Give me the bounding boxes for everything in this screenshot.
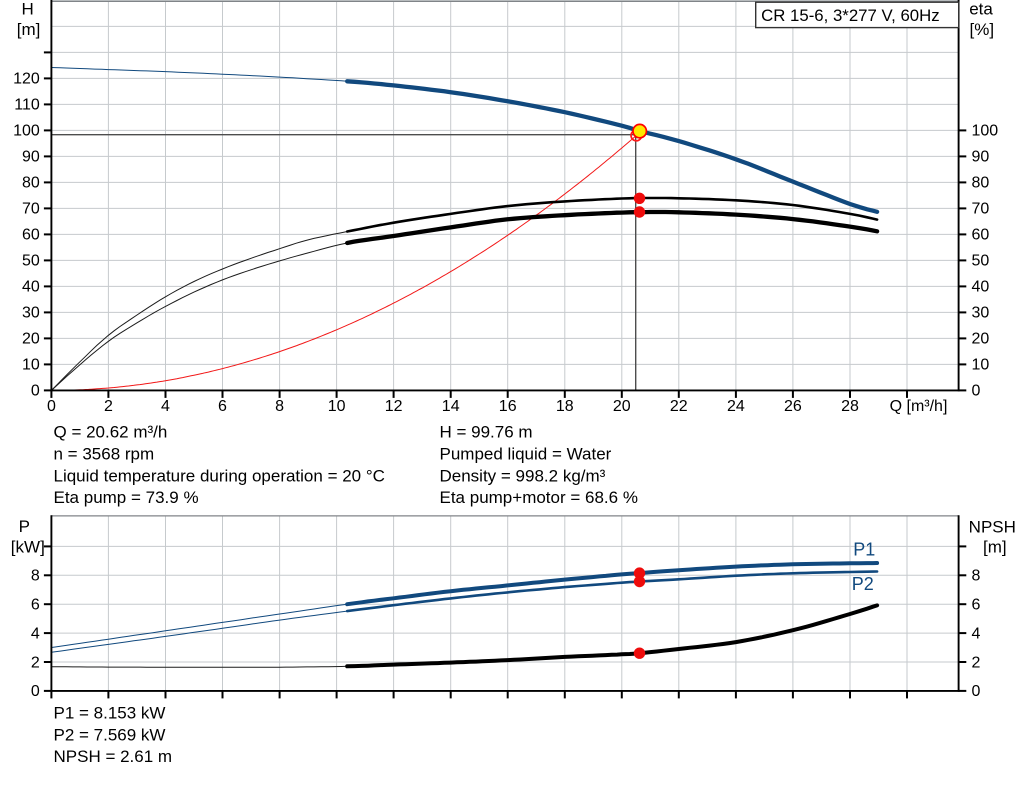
- svg-text:4: 4: [31, 625, 40, 642]
- svg-text:0: 0: [31, 683, 40, 700]
- svg-text:Q = 20.62 m³/h: Q = 20.62 m³/h: [54, 423, 168, 442]
- svg-text:10: 10: [972, 357, 990, 374]
- svg-text:0: 0: [31, 383, 40, 400]
- svg-text:NPSH = 2.61 m: NPSH = 2.61 m: [54, 747, 173, 766]
- svg-text:[%]: [%]: [970, 20, 995, 39]
- svg-text:[m]: [m]: [983, 537, 1007, 556]
- svg-text:20: 20: [972, 331, 990, 348]
- svg-text:12: 12: [385, 398, 403, 415]
- svg-text:30: 30: [972, 305, 990, 322]
- svg-text:16: 16: [499, 398, 517, 415]
- svg-text:4: 4: [161, 398, 170, 415]
- svg-text:8: 8: [972, 568, 981, 585]
- svg-text:14: 14: [442, 398, 460, 415]
- svg-text:40: 40: [22, 279, 40, 296]
- svg-text:P2 = 7.569 kW: P2 = 7.569 kW: [54, 725, 166, 744]
- svg-text:100: 100: [972, 123, 999, 140]
- svg-text:Eta pump+motor = 68.6 %: Eta pump+motor = 68.6 %: [440, 488, 638, 507]
- svg-text:100: 100: [13, 123, 40, 140]
- svg-text:24: 24: [727, 398, 745, 415]
- svg-text:2: 2: [104, 398, 113, 415]
- svg-text:80: 80: [972, 175, 990, 192]
- svg-text:P: P: [19, 517, 30, 536]
- svg-text:2: 2: [972, 654, 981, 671]
- svg-text:60: 60: [22, 227, 40, 244]
- svg-text:20: 20: [613, 398, 631, 415]
- svg-text:6: 6: [218, 398, 227, 415]
- svg-text:2: 2: [31, 654, 40, 671]
- svg-text:NPSH: NPSH: [969, 517, 1016, 536]
- svg-text:60: 60: [972, 227, 990, 244]
- svg-text:H = 99.76 m: H = 99.76 m: [440, 423, 533, 442]
- svg-text:CR 15-6, 3*277 V, 60Hz: CR 15-6, 3*277 V, 60Hz: [761, 6, 940, 25]
- svg-text:90: 90: [972, 149, 990, 166]
- svg-text:30: 30: [22, 305, 40, 322]
- svg-text:80: 80: [22, 175, 40, 192]
- svg-text:26: 26: [784, 398, 802, 415]
- svg-text:8: 8: [31, 568, 40, 585]
- svg-text:40: 40: [972, 279, 990, 296]
- svg-text:120: 120: [13, 71, 40, 88]
- svg-text:10: 10: [328, 398, 346, 415]
- svg-text:110: 110: [14, 97, 40, 114]
- svg-text:4: 4: [972, 625, 981, 642]
- svg-text:0: 0: [47, 398, 56, 415]
- svg-text:n = 3568 rpm: n = 3568 rpm: [54, 445, 155, 464]
- svg-text:20: 20: [22, 331, 40, 348]
- svg-text:90: 90: [22, 149, 40, 166]
- svg-text:6: 6: [31, 597, 40, 614]
- svg-text:eta: eta: [969, 0, 993, 19]
- svg-text:Liquid temperature during oper: Liquid temperature during operation = 20…: [54, 466, 385, 485]
- svg-text:70: 70: [972, 201, 990, 218]
- svg-text:28: 28: [841, 398, 859, 415]
- svg-text:8: 8: [275, 398, 284, 415]
- svg-text:0: 0: [972, 383, 981, 400]
- svg-text:10: 10: [22, 357, 40, 374]
- svg-text:50: 50: [972, 253, 990, 270]
- svg-text:18: 18: [556, 398, 574, 415]
- svg-text:50: 50: [22, 253, 40, 270]
- svg-text:70: 70: [22, 201, 40, 218]
- svg-text:0: 0: [972, 683, 981, 700]
- svg-text:Eta pump = 73.9 %: Eta pump = 73.9 %: [54, 488, 199, 507]
- svg-text:[m]: [m]: [17, 20, 41, 39]
- svg-text:P2: P2: [852, 574, 874, 594]
- svg-text:Q [m³/h]: Q [m³/h]: [890, 398, 948, 415]
- svg-text:[kW]: [kW]: [11, 537, 45, 556]
- svg-text:Density = 998.2 kg/m³: Density = 998.2 kg/m³: [440, 466, 606, 485]
- svg-text:Pumped liquid = Water: Pumped liquid = Water: [440, 445, 612, 464]
- svg-text:P1: P1: [853, 540, 875, 560]
- svg-text:P1 = 8.153 kW: P1 = 8.153 kW: [54, 704, 166, 723]
- svg-text:22: 22: [670, 398, 688, 415]
- svg-text:6: 6: [972, 597, 981, 614]
- svg-text:H: H: [22, 0, 34, 19]
